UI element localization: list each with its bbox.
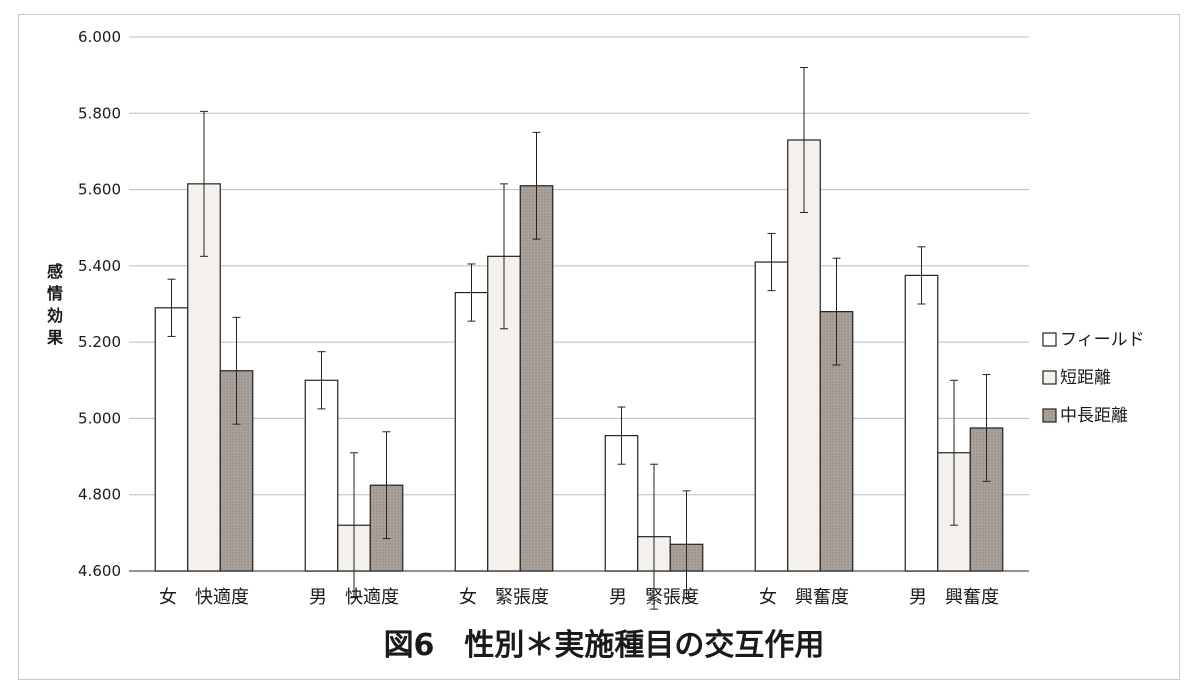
bar-3 bbox=[519, 185, 554, 572]
error-bar bbox=[350, 452, 358, 599]
bars bbox=[154, 139, 1004, 572]
bar-1 bbox=[904, 274, 939, 572]
legend-swatch bbox=[1042, 332, 1057, 347]
bar-chart: 4.600 4.800 5.000 5.200 5.400 5.600 5.800 6.000… bbox=[46, 28, 1145, 663]
error-bar bbox=[532, 131, 541, 240]
error-bar bbox=[317, 351, 326, 410]
chart-frame: 4.600 4.800 5.000 5.200 5.400 5.600 5.800 6.000… bbox=[18, 14, 1180, 680]
y-axis-ticks: 4.600 4.800 5.000 5.200 5.400 5.600 5.800 6.000 bbox=[78, 28, 121, 580]
legend-label: 中長距離 bbox=[1060, 406, 1128, 426]
x-category-label: 女緊張度 bbox=[459, 587, 549, 608]
legend-item: フィールド bbox=[1042, 330, 1145, 350]
y-tick-label: 6.000 bbox=[78, 28, 121, 46]
legend-swatch bbox=[1042, 408, 1057, 423]
error-bar bbox=[982, 374, 991, 482]
x-category-label: 女快適度 bbox=[159, 587, 249, 608]
bar-1 bbox=[754, 261, 789, 572]
x-category-label: 男快適度 bbox=[309, 587, 399, 608]
x-category-label: 男興奮度 bbox=[909, 587, 999, 608]
y-tick-label: 5.400 bbox=[78, 257, 121, 275]
bar-1 bbox=[154, 307, 189, 572]
error-bar bbox=[950, 379, 958, 526]
y-tick-label: 4.800 bbox=[78, 486, 121, 504]
error-bar bbox=[382, 431, 391, 540]
chart-title: 図6 性別＊実施種目の交互作用 bbox=[384, 628, 825, 663]
legend-swatch bbox=[1042, 370, 1057, 385]
error-bar bbox=[767, 232, 776, 292]
error-bar bbox=[800, 67, 808, 213]
error-bar bbox=[917, 246, 926, 305]
legend-item: 中長距離 bbox=[1042, 406, 1128, 426]
error-bar bbox=[832, 257, 841, 366]
error-bar bbox=[200, 110, 208, 257]
bar-1 bbox=[454, 291, 489, 572]
x-axis-labels: 女快適度 男快適度 女緊張度 男緊張度 女興奮度 男興奮度 bbox=[159, 587, 999, 608]
error-bar bbox=[650, 463, 658, 610]
y-axis-title: 感情効果 bbox=[46, 262, 63, 347]
legend-item: 短距離 bbox=[1042, 368, 1111, 388]
y-tick-label: 5.200 bbox=[78, 333, 121, 351]
y-tick-label: 5.000 bbox=[78, 409, 121, 427]
error-bar bbox=[167, 278, 176, 337]
legend-label: 短距離 bbox=[1060, 368, 1111, 388]
y-axis-title: 感情効果 bbox=[46, 262, 63, 347]
x-category-label: 女興奮度 bbox=[759, 587, 849, 608]
error-bar bbox=[232, 316, 241, 425]
error-bar bbox=[682, 490, 691, 599]
y-tick-label: 4.600 bbox=[78, 562, 121, 580]
legend-label: フィールド bbox=[1060, 330, 1145, 350]
y-tick-label: 5.800 bbox=[78, 104, 121, 122]
error-bar bbox=[617, 406, 626, 465]
error-bar bbox=[467, 263, 476, 322]
error-bar bbox=[500, 183, 508, 330]
error-bars bbox=[167, 67, 991, 610]
x-category-label: 男緊張度 bbox=[609, 587, 699, 608]
gridlines bbox=[129, 36, 1029, 572]
y-tick-label: 5.600 bbox=[78, 181, 121, 199]
